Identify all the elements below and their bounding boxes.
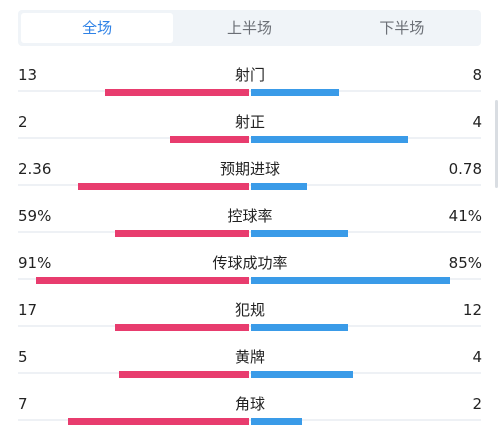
stat-row: 17 犯规 12 <box>0 293 500 340</box>
stat-label: 传球成功率 <box>212 254 288 272</box>
stat-row: 7 角球 2 <box>0 387 500 434</box>
stat-bar-home <box>68 418 249 425</box>
stat-away-value: 85% <box>448 254 482 272</box>
stat-bar-home <box>36 277 249 284</box>
stat-bar-away <box>251 183 307 190</box>
stat-home-value: 7 <box>18 395 28 413</box>
stat-home-value: 17 <box>18 301 38 319</box>
stat-row: 59% 控球率 41% <box>0 199 500 246</box>
stat-label: 射门 <box>234 66 265 84</box>
stat-bar-track <box>18 419 481 421</box>
stat-away-value: 8 <box>472 66 482 84</box>
stat-label: 控球率 <box>227 207 273 225</box>
stat-home-value: 2 <box>18 113 28 131</box>
stat-row: 5 黄牌 4 <box>0 340 500 387</box>
period-tabs: 全场 上半场 下半场 <box>18 10 481 46</box>
stat-row: 2.36 预期进球 0.78 <box>0 152 500 199</box>
stat-away-value: 2 <box>472 395 482 413</box>
stat-row: 91% 传球成功率 85% <box>0 246 500 293</box>
stat-home-value: 59% <box>18 207 52 225</box>
stat-home-value: 91% <box>18 254 52 272</box>
stat-home-value: 13 <box>18 66 38 84</box>
stat-bar-home <box>119 371 249 378</box>
stat-bar-track <box>18 372 481 374</box>
stat-bar-away <box>251 418 302 425</box>
stat-bar-track <box>18 137 481 139</box>
stat-home-value: 2.36 <box>18 160 52 178</box>
stat-home-value: 5 <box>18 348 28 366</box>
stat-away-value: 4 <box>472 113 482 131</box>
stat-bar-track <box>18 184 481 186</box>
stat-bar-track <box>18 90 481 92</box>
stat-bar-track <box>18 278 481 280</box>
stat-away-value: 0.78 <box>448 160 482 178</box>
stat-bar-away <box>251 136 408 143</box>
scrollbar[interactable] <box>495 100 498 188</box>
stat-bar-home <box>115 324 249 331</box>
stat-label: 预期进球 <box>219 160 280 178</box>
tab-first-half[interactable]: 上半场 <box>226 19 272 37</box>
stat-bar-home <box>115 230 249 237</box>
stat-bar-home <box>170 136 249 143</box>
stat-row: 13 射门 8 <box>0 58 500 105</box>
stat-label: 犯规 <box>234 301 265 319</box>
stat-bar-away <box>251 371 353 378</box>
stat-bar-away <box>251 89 339 96</box>
stat-bar-home <box>78 183 249 190</box>
stat-label: 黄牌 <box>234 348 265 366</box>
stat-bar-track <box>18 325 481 327</box>
stats-list: 13 射门 8 2 射正 4 2.36 预期进球 0.78 59% 控球率 41% 91% 传球成功率 85… <box>0 58 500 434</box>
tab-second-half[interactable]: 下半场 <box>379 19 425 37</box>
stat-away-value: 4 <box>472 348 482 366</box>
stat-bar-away <box>251 230 348 237</box>
stat-away-value: 41% <box>448 207 482 225</box>
tab-full-match[interactable]: 全场 <box>21 13 174 43</box>
stat-bar-home <box>105 89 249 96</box>
stat-row: 2 射正 4 <box>0 105 500 152</box>
stat-bar-away <box>251 324 348 331</box>
stat-label: 角球 <box>234 395 265 413</box>
stat-bar-away <box>251 277 450 284</box>
stat-away-value: 12 <box>462 301 482 319</box>
stat-bar-track <box>18 231 481 233</box>
stat-label: 射正 <box>234 113 265 131</box>
